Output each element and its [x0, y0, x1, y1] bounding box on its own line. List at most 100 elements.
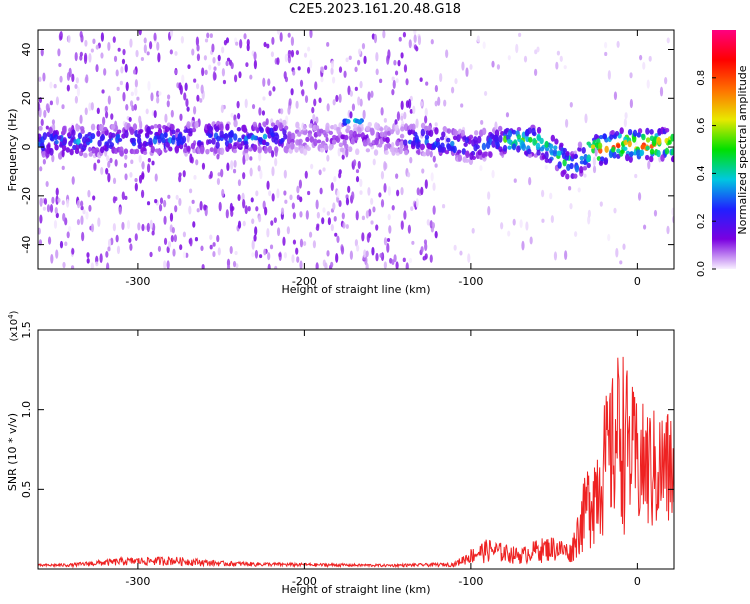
spectrogram-cell-1168 [362, 109, 366, 120]
spectrogram-cell-254 [103, 126, 108, 131]
spectrogram-cell-1325 [409, 156, 413, 164]
spectrogram-cell-105 [66, 84, 70, 92]
spectrogram-cell-801 [257, 165, 261, 172]
spectrogram-cell-367 [136, 96, 140, 101]
spectrogram-cell-347 [134, 233, 138, 242]
spectrogram-cell-1007 [315, 199, 319, 210]
spectrogram-cell-1244 [384, 150, 389, 156]
spectrogram-cell-139 [74, 84, 78, 89]
spectrogram-cell-902 [289, 194, 293, 201]
spectrogram-cell-604 [203, 204, 207, 211]
spectrogram-cell-194 [85, 137, 91, 143]
spectrogram-cell-1447 [446, 137, 451, 143]
spectrogram-cell-1479 [461, 148, 467, 155]
spectrogram-cell-575 [195, 36, 200, 47]
spectrogram-cell-1718 [586, 162, 591, 169]
spectrogram-cell-317 [123, 162, 128, 168]
spectrogram-cell-109 [68, 67, 72, 78]
spectrogram-cell-1475 [461, 61, 465, 71]
spectrogram-cell-376 [143, 37, 147, 44]
colorbar: 0.0 0.2 0.4 0.6 0.8 Normalized spectral ampl… [696, 30, 749, 277]
spectrogram-cell-1266 [391, 142, 395, 148]
spectrogram-cell-1704 [577, 146, 582, 152]
spectrogram-cell-1555 [505, 112, 510, 118]
spectrogram-cell-1450 [444, 150, 450, 155]
spectrogram-cell-1103 [345, 147, 349, 158]
spectrogram-cell-1771 [615, 247, 619, 258]
spectrogram-cell-570 [195, 159, 199, 166]
spectrogram-cell-1080 [338, 200, 342, 207]
spectrogram-cell-375 [141, 223, 145, 232]
spectrogram-cell-1102 [339, 147, 345, 153]
spectrogram-cell-159 [78, 150, 84, 157]
spectrogram-cell-1004 [316, 223, 320, 228]
spectrogram-cell-1852 [659, 86, 664, 97]
spectrogram-cell-637 [212, 70, 216, 81]
spectrogram-cell-457 [163, 237, 168, 245]
spectrogram-cell-544 [186, 106, 190, 112]
snr-y-ticks: 0.5 1.0 1.5 [20, 321, 674, 498]
spectrogram-cell-527 [183, 92, 187, 101]
spectrogram-cell-971 [305, 136, 310, 142]
spectrogram-cell-181 [88, 204, 92, 212]
spectrogram-x-ticks: -300 -200 -100 0 [125, 30, 641, 288]
spectrogram-cell-650 [216, 178, 221, 186]
spectrogram-cell-987 [311, 106, 315, 114]
spectrogram-cell-64 [55, 96, 60, 106]
spectrogram-cell-1160 [357, 127, 362, 135]
spectrogram-cell-1216 [374, 137, 379, 146]
spectrogram-cell-636 [212, 242, 216, 247]
spectrogram-cell-179 [83, 152, 88, 158]
spectrogram-cell-1360 [415, 198, 419, 208]
spectrogram-cell-277 [112, 177, 117, 185]
spectrogram-cell-1514 [477, 149, 483, 156]
spectrogram-cell-793 [252, 135, 258, 141]
spectrogram-cell-898 [282, 119, 287, 126]
spectrogram-cell-1359 [416, 187, 420, 196]
spectrogram-cell-1683 [569, 203, 573, 210]
spectrogram-cell-397 [147, 163, 151, 174]
spectrogram-cell-1179 [365, 250, 369, 258]
spectrogram-cell-587 [199, 98, 203, 103]
spectrogram-cell-1756 [607, 70, 611, 80]
spectrogram-cell-78 [58, 63, 62, 68]
spectrogram-cell-68 [53, 220, 58, 229]
spectrogram-cell-395 [146, 222, 150, 233]
spectrogram-cell-1417 [434, 100, 438, 107]
spectrogram-cell-1786 [620, 149, 625, 154]
spectrogram-cell-481 [169, 49, 173, 55]
spectrogram-cell-492 [170, 124, 175, 131]
spectrogram-cell-1540 [496, 64, 501, 70]
spectrogram-cell-1628 [541, 189, 545, 198]
spectrogram-cell-1763 [613, 91, 618, 100]
spectrogram-cell-241 [105, 167, 109, 175]
spectrogram-cell-1523 [487, 191, 491, 200]
spectrogram-cell-749 [240, 141, 245, 146]
spectrogram-cell-306 [120, 66, 124, 74]
spectrogram-x-tick-label-2: -100 [458, 275, 483, 288]
spectrogram-cell-647 [218, 201, 222, 212]
spectrogram-cell-283 [110, 123, 116, 130]
spectrogram-cell-1393 [425, 148, 431, 157]
spectrogram-cell-1062 [334, 232, 338, 237]
spectrogram-cell-1652 [553, 251, 558, 261]
spectrogram-cell-839 [267, 145, 273, 154]
spectrogram-feature-0-6 [345, 119, 351, 124]
spectrogram-cell-115 [65, 147, 71, 153]
spectrogram-cell-1389 [424, 253, 428, 260]
spectrogram-cell-233 [99, 253, 103, 264]
spectrogram-cell-660 [221, 46, 225, 54]
spectrogram-cell-970 [302, 148, 308, 156]
spectrogram-cell-542 [188, 205, 192, 215]
spectrogram-cell-63 [55, 187, 59, 196]
spectrogram-cell-869 [274, 146, 279, 154]
spectrogram-cell-1234 [383, 183, 387, 193]
spectrogram-cell-1285 [395, 173, 399, 179]
spectrogram-cell-632 [213, 66, 217, 71]
spectrogram-cell-711 [233, 159, 237, 168]
spectrogram-cell-1819 [642, 224, 647, 230]
spectrogram-cell-52 [51, 119, 56, 125]
spectrogram-cell-1309 [403, 111, 407, 120]
spectrogram-cell-683 [226, 265, 231, 269]
spectrogram-cell-979 [306, 66, 311, 74]
